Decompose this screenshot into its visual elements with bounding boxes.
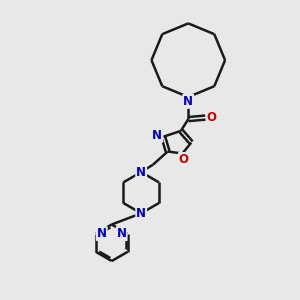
Text: O: O: [179, 153, 189, 166]
Text: N: N: [152, 129, 162, 142]
Text: N: N: [117, 227, 127, 240]
Text: N: N: [97, 227, 107, 240]
Text: N: N: [136, 207, 146, 220]
Text: O: O: [207, 111, 217, 124]
Text: N: N: [183, 95, 193, 108]
Text: N: N: [136, 166, 146, 178]
